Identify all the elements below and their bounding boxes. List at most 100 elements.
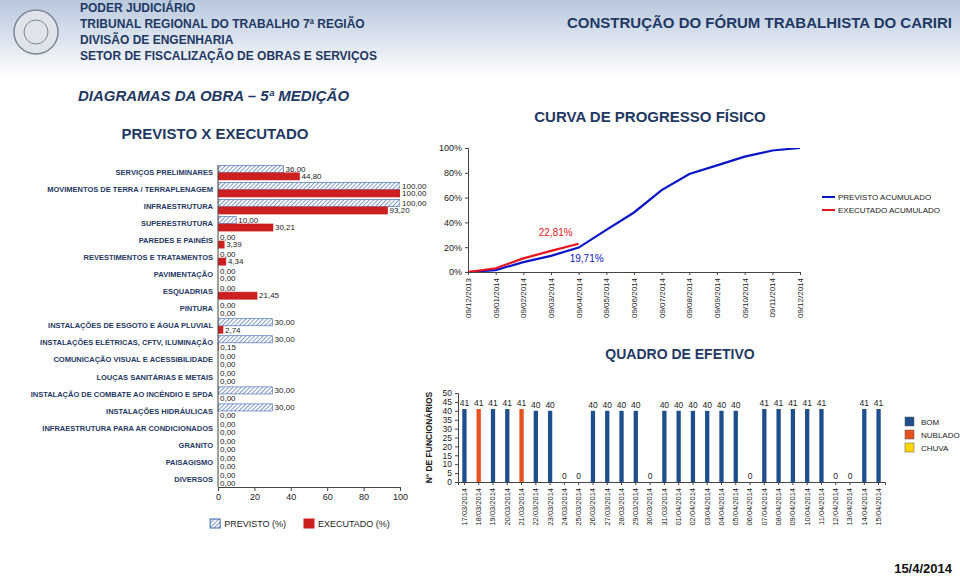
tick-label: 09/05/2014 <box>602 277 611 318</box>
tick-mark <box>550 482 551 485</box>
tick: 17/03/2014 <box>460 482 469 526</box>
project-title: CONSTRUÇÃO DO FÓRUM TRABALHISTA DO CARIR… <box>567 14 952 31</box>
tick-label: 07/04/2014 <box>760 488 769 526</box>
category-label: INFRAESTRUTURA PARA AR CONDICIONADOS <box>42 424 213 433</box>
data-label: 40 <box>631 400 641 410</box>
bar <box>218 165 284 172</box>
data-label: 40 <box>688 400 698 410</box>
header-line: DIVISÃO DE ENGENHARIA <box>80 32 234 47</box>
data-label: 44,80 <box>302 172 323 181</box>
tick-mark <box>745 272 746 275</box>
data-label: 40 <box>660 400 670 410</box>
tick: 20/03/2014 <box>503 482 512 526</box>
tick-mark <box>478 482 479 485</box>
tick-label: 0 <box>216 492 221 502</box>
tick-label: 100% <box>439 143 462 153</box>
tick: 09/03/2014 <box>547 272 556 318</box>
bar <box>619 411 623 482</box>
header-line: TRIBUNAL REGIONAL DO TRABALHO 7ª REGIÃO <box>80 16 365 31</box>
tick-label: 15 <box>443 451 453 461</box>
tick-mark <box>455 473 458 474</box>
bar <box>591 411 595 482</box>
bar <box>876 409 880 482</box>
tick-mark <box>455 420 458 421</box>
data-label: 0,00 <box>220 377 236 386</box>
tick: 22/03/2014 <box>531 482 540 526</box>
bar <box>662 411 666 482</box>
tick-label: 30/03/2014 <box>645 488 654 526</box>
tick-mark <box>254 487 255 491</box>
tick: 45 <box>443 397 458 407</box>
tick: 08/04/2014 <box>774 482 783 526</box>
tick-label: 01/04/2014 <box>674 488 683 526</box>
bar <box>734 411 738 482</box>
tick-mark <box>327 487 328 491</box>
tick-mark <box>689 272 690 275</box>
tick: 09/08/2014 <box>685 272 694 318</box>
tick-label: 80% <box>444 168 462 178</box>
data-label: 100,00 <box>402 189 427 198</box>
data-label: 4,34 <box>228 257 244 266</box>
y-axis: 05101520253035404550 <box>443 388 459 487</box>
tick-mark <box>218 487 219 491</box>
header-band <box>0 0 960 78</box>
tick-mark <box>850 482 851 485</box>
data-label: 0,00 <box>220 309 236 318</box>
category-label: GRANITO <box>179 441 214 450</box>
tick-label: 24/03/2014 <box>560 488 569 526</box>
bar <box>218 199 400 206</box>
bar <box>218 292 257 299</box>
header-line: SETOR DE FISCALIZAÇÃO DE OBRAS E SERVIÇO… <box>80 48 377 63</box>
tick: 09/09/2014 <box>713 272 722 318</box>
data-label: 19,71% <box>570 253 604 264</box>
tick-label: 50 <box>443 388 453 398</box>
tick-label: 13/04/2014 <box>845 488 854 526</box>
tick-mark <box>455 464 458 465</box>
bar <box>748 482 752 483</box>
data-label: 2,74 <box>225 326 241 335</box>
data-label: 40 <box>674 400 684 410</box>
chart: QUADRO DE EFETIVO05101520253035404550Nº … <box>424 346 960 526</box>
legend-item: EXECUTADO (%) <box>304 519 390 529</box>
tick: 14/04/2014 <box>860 482 869 526</box>
bar <box>605 411 609 482</box>
data-label: 41 <box>860 398 870 408</box>
legend-label: PREVISTO ACUMULADO <box>838 193 931 202</box>
tick-mark <box>455 455 458 456</box>
category-axis-line <box>218 165 219 487</box>
tick-label: 03/04/2014 <box>703 488 712 526</box>
tick-label: 05/04/2014 <box>731 488 740 526</box>
tick: 07/04/2014 <box>760 482 769 526</box>
legend-label: PREVISTO (%) <box>224 519 286 529</box>
tick-mark <box>750 482 751 485</box>
legend-item: BOM <box>905 417 940 427</box>
tick: 02/04/2014 <box>688 482 697 526</box>
data-label: 0,00 <box>220 462 236 471</box>
tick-label: 09/08/2014 <box>685 277 694 318</box>
bar <box>577 482 581 483</box>
tick-mark <box>778 482 779 485</box>
tick-label: 60 <box>323 492 333 502</box>
tick: 25/03/2014 <box>574 482 583 526</box>
chart-title: QUADRO DE EFETIVO <box>605 346 754 362</box>
tick-label: 02/04/2014 <box>688 488 697 526</box>
plot-area <box>218 165 400 411</box>
tick: 100% <box>439 143 468 153</box>
bar <box>477 409 481 482</box>
tick-mark <box>664 482 665 485</box>
tick: 11/04/2014 <box>817 482 826 525</box>
tick-mark <box>807 482 808 485</box>
category-label: MOVIMENTOS DE TERRA / TERRAPLENAGEM <box>47 185 213 194</box>
tick-label: 10/04/2014 <box>803 488 812 526</box>
tick: 04/04/2014 <box>717 482 726 526</box>
data-label: 0,00 <box>220 360 236 369</box>
tick-mark <box>772 272 773 275</box>
category-label: PAREDES E PAINÉIS <box>139 236 213 245</box>
data-label: 30,00 <box>275 318 296 327</box>
tick-mark <box>721 482 722 485</box>
tick-mark <box>455 446 458 447</box>
tick-label: 29/03/2014 <box>631 488 640 526</box>
tick-mark <box>634 272 635 275</box>
tick: 24/03/2014 <box>560 482 569 526</box>
tick: 09/04/2014 <box>575 272 584 318</box>
